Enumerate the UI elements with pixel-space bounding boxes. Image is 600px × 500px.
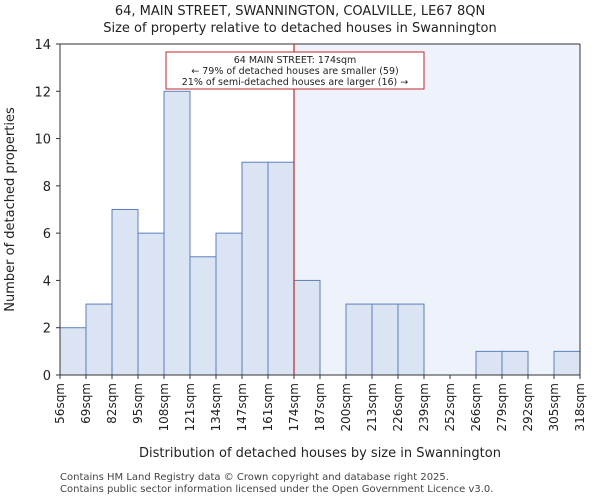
bar <box>293 279 321 376</box>
annotation-line-3: 21% of semi-detached houses are larger (… <box>182 77 409 88</box>
x-tick-label: 200sqm <box>339 383 353 431</box>
x-tick-label: 69sqm <box>79 383 93 424</box>
bar <box>553 350 581 376</box>
y-tick-label: 0 <box>43 369 51 384</box>
footer-licence: Contains public sector information licen… <box>60 484 494 495</box>
x-tick-label: 95sqm <box>131 383 145 424</box>
bar <box>59 327 87 376</box>
x-tick-label: 121sqm <box>183 383 197 431</box>
footer-copyright: Contains HM Land Registry data © Crown c… <box>60 472 449 483</box>
annotation-box <box>165 51 425 90</box>
x-tick-label: 318sqm <box>573 383 587 431</box>
x-tick-label: 56sqm <box>53 383 67 424</box>
bar <box>501 350 529 376</box>
y-tick-label: 14 <box>34 38 51 53</box>
x-tick-label: 161sqm <box>261 383 275 431</box>
x-tick-label: 108sqm <box>157 383 171 431</box>
bar <box>397 303 425 376</box>
x-tick-label: 305sqm <box>547 383 561 431</box>
chart-title: 64, MAIN STREET, SWANNINGTON, COALVILLE,… <box>114 4 486 19</box>
highlight-region <box>294 44 580 375</box>
annotation-line-1: 64 MAIN STREET: 174sqm <box>234 55 357 66</box>
bar <box>371 303 399 376</box>
x-tick-label: 174sqm <box>287 383 301 431</box>
y-tick-label: 8 <box>43 180 51 195</box>
x-tick-label: 82sqm <box>105 383 119 424</box>
y-tick-label: 10 <box>34 133 51 148</box>
x-tick-label: 279sqm <box>495 383 509 431</box>
bar <box>215 232 243 376</box>
x-tick-label: 266sqm <box>469 383 483 431</box>
chart-subtitle: Size of property relative to detached ho… <box>103 21 497 36</box>
bar <box>137 232 165 376</box>
bar <box>267 161 295 376</box>
x-tick-label: 187sqm <box>313 383 327 431</box>
x-axis-label: Distribution of detached houses by size … <box>139 446 501 461</box>
bar <box>111 209 139 376</box>
x-tick-label: 226sqm <box>391 383 405 431</box>
bar <box>345 303 373 376</box>
bar <box>85 303 113 376</box>
bar <box>163 90 191 376</box>
x-tick-label: 213sqm <box>365 383 379 431</box>
x-tick-label: 147sqm <box>235 383 249 431</box>
x-tick-label: 134sqm <box>209 383 223 431</box>
bar <box>241 161 269 376</box>
annotation-line-2: ← 79% of detached houses are smaller (59… <box>191 66 398 77</box>
y-axis-label: Number of detached properties <box>3 107 18 312</box>
x-tick-label: 239sqm <box>417 383 431 431</box>
x-tick-label: 252sqm <box>443 383 457 431</box>
y-tick-label: 2 <box>43 322 51 337</box>
bar <box>189 256 217 376</box>
y-tick-label: 6 <box>43 227 51 242</box>
x-tick-label: 292sqm <box>521 383 535 431</box>
bar <box>475 350 503 376</box>
y-tick-label: 4 <box>43 274 51 289</box>
y-tick-label: 12 <box>34 85 51 100</box>
